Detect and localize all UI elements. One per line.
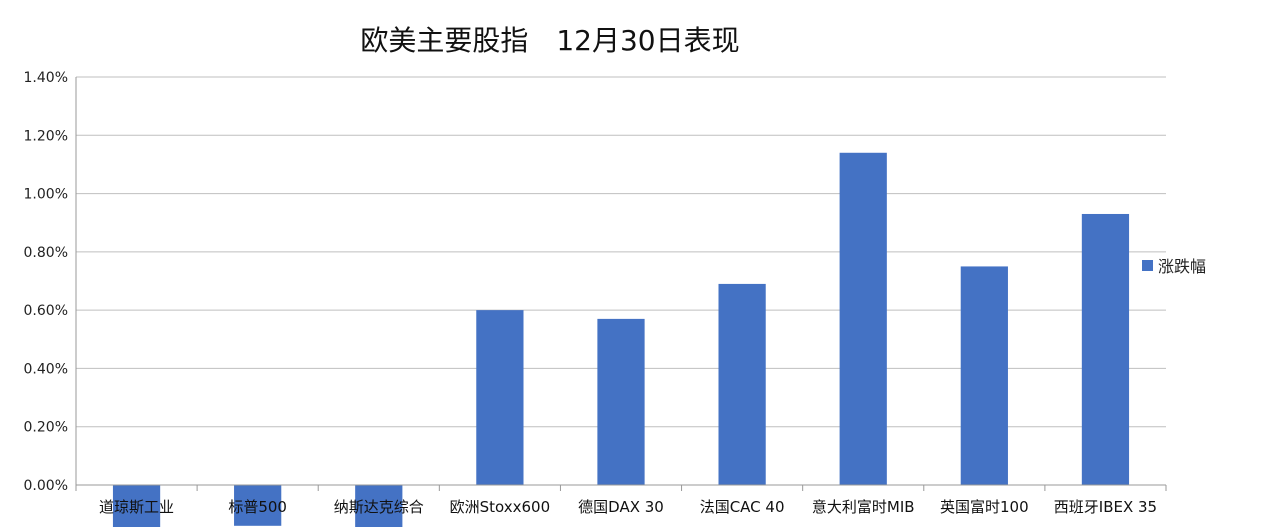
category-label-0: 道琼斯工业 [99,498,174,516]
bar-8 [1081,213,1130,485]
bar-5 [718,283,766,485]
bar-1 [234,485,282,526]
category-label-1: 标普500 [228,498,287,516]
y-tick-label-3: 0.60% [24,303,68,319]
y-tick-label-4: 0.80% [24,245,68,261]
legend-label-zhangdiefu: 涨跌幅 [1158,257,1206,276]
gridlines [76,76,1166,428]
category-label-8: 西班牙IBEX 35 [1054,498,1157,516]
y-tick-label-0: 0.00% [24,478,68,494]
category-label-5: 法国CAC 40 [700,498,785,516]
y-tick-label-6: 1.20% [24,128,68,144]
bars [112,152,1130,527]
category-label-2: 纳斯达克综合 [334,498,424,516]
y-tick-label-5: 1.00% [24,187,68,203]
category-label-6: 意大利富时MIB [812,498,915,516]
chart-title: 欧美主要股指 12月30日表现 [360,24,739,57]
category-label-4: 德国DAX 30 [578,498,664,516]
bar-3 [476,310,524,485]
x-axis [75,77,1167,491]
legend-swatch-zhangdiefu [1142,260,1153,271]
y-tick-label-7: 1.40% [24,70,68,86]
bar-7 [960,266,1008,485]
legend: 涨跌幅 [1142,257,1206,276]
category-label-7: 英国富时100 [940,498,1029,516]
bar-0 [112,485,161,527]
y-tick-label-2: 0.40% [24,361,68,377]
bar-2 [355,485,403,527]
y-axis-tick-labels: 0.00% 0.20% 0.40% 0.60% 0.80% 1.00% 1.20% 1.40% [24,70,68,494]
category-label-3: 欧洲Stoxx600 [450,498,551,516]
bar-4 [597,318,645,485]
y-tick-label-1: 0.20% [24,420,68,436]
category-labels: 道琼斯工业 标普500 纳斯达克综合 欧洲Stoxx600 德国DAX 30 法国CAC … [99,498,1157,516]
bar-6 [839,152,887,485]
